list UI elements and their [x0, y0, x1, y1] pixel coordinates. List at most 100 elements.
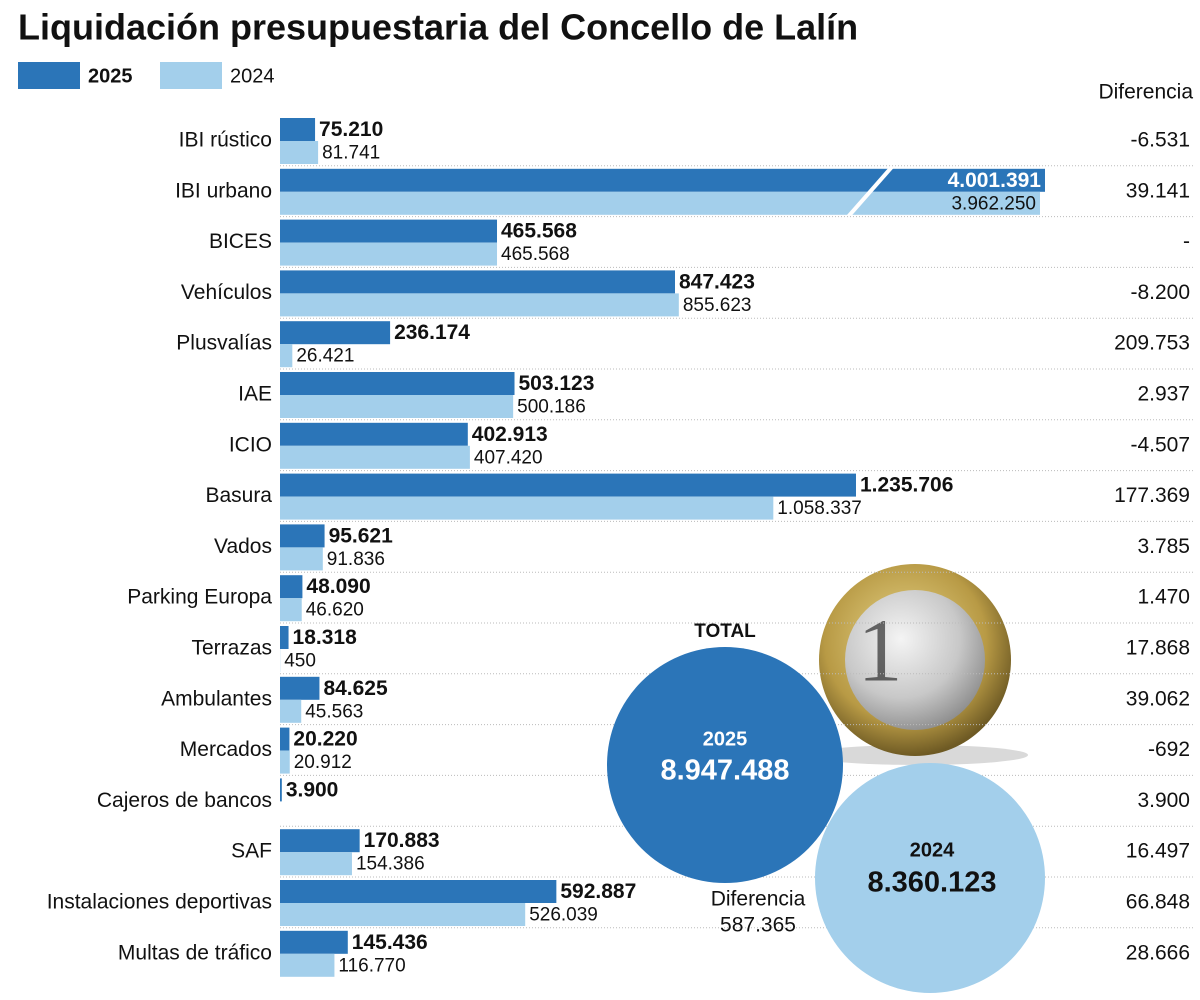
value-label: 1.058.337 — [777, 498, 862, 519]
difference-label: 3.785 — [1137, 535, 1190, 558]
bar — [280, 778, 282, 802]
value-label: 402.913 — [472, 423, 548, 446]
value-label: 526.039 — [529, 905, 598, 926]
bar — [280, 344, 293, 368]
total-value: 8.360.123 — [867, 867, 996, 899]
value-label: 500.186 — [517, 397, 586, 418]
bar — [280, 852, 352, 876]
difference-label: - — [1183, 230, 1190, 253]
bar — [280, 880, 557, 903]
category-label: Terrazas — [191, 637, 272, 660]
bar — [280, 141, 319, 164]
difference-label: -6.531 — [1130, 129, 1190, 152]
chart-title: Liquidación presupuestaria del Concello … — [18, 7, 858, 48]
category-label: Vados — [214, 535, 272, 558]
bar — [280, 930, 348, 954]
value-label: 20.220 — [293, 728, 357, 751]
bar — [280, 395, 514, 418]
totals-title: TOTAL — [694, 621, 756, 642]
value-label: 45.563 — [305, 701, 363, 722]
bar — [280, 750, 290, 774]
difference-label: 177.369 — [1114, 484, 1190, 507]
value-label: 407.420 — [474, 447, 543, 468]
difference-label: 17.868 — [1126, 637, 1190, 660]
value-label: 503.123 — [519, 372, 595, 395]
bar — [280, 829, 360, 853]
difference-label: 28.666 — [1126, 941, 1190, 964]
bar — [280, 118, 316, 141]
legend-label: 2024 — [230, 65, 275, 87]
category-label: IAE — [238, 383, 272, 406]
value-label: 91.836 — [327, 549, 385, 570]
value-label: 1.235.706 — [860, 474, 953, 497]
bar — [280, 699, 302, 723]
bar — [280, 270, 675, 294]
value-label: 154.386 — [356, 854, 425, 875]
bar — [280, 473, 856, 497]
bar — [280, 445, 470, 469]
axis-break — [846, 165, 894, 219]
category-label: IBI rústico — [179, 129, 272, 152]
bar — [280, 422, 468, 446]
bar — [280, 953, 335, 977]
category-label: Cajeros de bancos — [97, 789, 272, 812]
value-label: 75.210 — [319, 118, 383, 141]
difference-label: 39.141 — [1126, 179, 1190, 202]
bar — [280, 524, 325, 548]
total-year: 2025 — [703, 728, 748, 750]
value-label: 170.883 — [364, 829, 440, 852]
value-label: 465.568 — [501, 244, 570, 265]
bar — [280, 727, 290, 751]
category-label: BICES — [209, 230, 272, 253]
category-label: Plusvalías — [176, 332, 272, 355]
value-label: 46.620 — [306, 600, 364, 621]
value-label: 592.887 — [560, 880, 636, 903]
bar — [280, 496, 774, 520]
value-label: 48.090 — [306, 575, 370, 598]
value-label: 236.174 — [394, 321, 470, 344]
difference-name: Diferencia — [711, 888, 806, 911]
value-label: 26.421 — [296, 346, 354, 367]
difference-label: 16.497 — [1126, 840, 1190, 863]
category-label: Basura — [205, 484, 272, 507]
bar — [280, 575, 303, 599]
legend-label: 2025 — [88, 65, 133, 87]
bar — [280, 242, 498, 266]
value-label: 3.962.250 — [951, 193, 1036, 214]
total-value: 8.947.488 — [660, 755, 789, 787]
value-label: 116.770 — [338, 955, 405, 976]
value-label: 84.625 — [323, 677, 388, 700]
bar — [280, 676, 320, 700]
value-label: 465.568 — [501, 220, 577, 243]
bar — [280, 372, 515, 395]
bar — [280, 598, 302, 622]
bar — [280, 168, 1045, 192]
bar — [280, 321, 391, 345]
category-label: Instalaciones deportivas — [47, 891, 272, 914]
value-label: 855.623 — [683, 295, 752, 316]
category-label: SAF — [231, 840, 272, 863]
total-circle — [607, 647, 843, 883]
difference-label: 66.848 — [1126, 891, 1190, 914]
difference-label: 3.900 — [1137, 789, 1190, 812]
category-label: Ambulantes — [161, 687, 272, 710]
svg-text:1: 1 — [858, 602, 903, 701]
value-label: 4.001.391 — [948, 169, 1042, 192]
category-label: Vehículos — [181, 281, 272, 304]
value-label: 3.900 — [286, 778, 339, 801]
value-label: 145.436 — [352, 931, 428, 954]
legend-swatch — [160, 62, 222, 89]
coin: 1 — [808, 564, 1028, 765]
category-label: Parking Europa — [127, 586, 272, 609]
value-label: 81.741 — [322, 143, 380, 164]
difference-label: -4.507 — [1130, 433, 1190, 456]
bar — [280, 219, 498, 243]
total-year: 2024 — [910, 839, 955, 861]
bar — [280, 191, 1040, 215]
difference-label: 209.753 — [1114, 332, 1190, 355]
total-circle — [815, 763, 1045, 993]
difference-label: -692 — [1148, 738, 1190, 761]
category-label: Mercados — [180, 738, 272, 761]
category-label: Multas de tráfico — [118, 941, 272, 964]
difference-header: Diferencia — [1098, 81, 1193, 104]
